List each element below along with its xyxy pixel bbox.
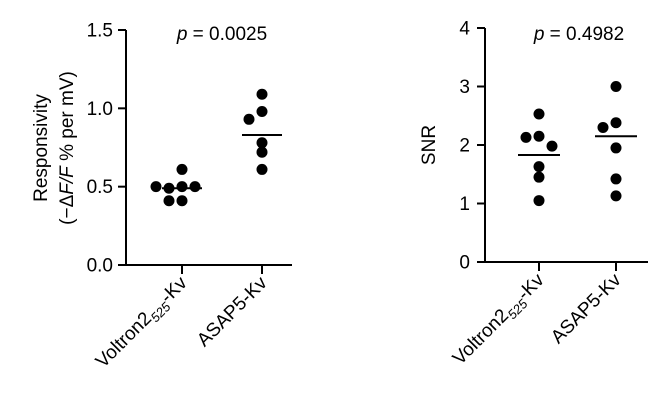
data-point xyxy=(150,181,162,193)
category-label: Voltron2525-Kv xyxy=(449,269,551,371)
data-point xyxy=(546,140,558,152)
y-axis-label-line1: Responsivity xyxy=(31,94,52,202)
data-point xyxy=(610,173,622,185)
category-label: ASAP5-Kv xyxy=(547,269,626,348)
data-point xyxy=(533,130,545,142)
panel-snr: 0 1 2 3 4 SNR p = 0.4982 Voltron2525-Kv ASAP… xyxy=(419,19,648,371)
data-point xyxy=(163,195,175,207)
y-tick-label: 4 xyxy=(459,19,470,40)
data-point xyxy=(610,190,622,202)
svg-text:Voltron2525-Kv: Voltron2525-Kv xyxy=(449,269,551,371)
data-point xyxy=(533,171,545,183)
data-point xyxy=(533,108,545,120)
data-point xyxy=(256,88,268,100)
category-label: Voltron2525-Kv xyxy=(92,272,194,374)
y-label-part: (−Δ xyxy=(57,194,78,224)
data-point xyxy=(243,113,255,125)
data-point xyxy=(256,105,268,117)
y-tick-label: 0.5 xyxy=(87,177,113,198)
data-point xyxy=(597,121,609,133)
y-label-part: % per mV) xyxy=(57,71,78,166)
y-tick-label: 2 xyxy=(459,136,470,157)
data-point xyxy=(610,117,622,129)
data-point xyxy=(176,181,188,193)
data-point xyxy=(176,163,188,175)
y-axis-label: SNR xyxy=(419,125,440,165)
data-point xyxy=(189,181,201,193)
p-value-annotation: p = 0.0025 xyxy=(176,24,267,45)
y-tick-label: 0 xyxy=(459,253,470,274)
data-point xyxy=(610,81,622,92)
data-point xyxy=(256,146,268,158)
y-tick-label: 1 xyxy=(459,194,470,215)
y-tick-label: 1.5 xyxy=(87,21,113,42)
y-tick-label: 0.0 xyxy=(87,256,113,277)
y-tick-label: 3 xyxy=(459,77,470,98)
y-label-part: F/F xyxy=(57,165,78,195)
svg-text:ASAP5-Kv: ASAP5-Kv xyxy=(193,272,272,351)
p-value-annotation: p = 0.4982 xyxy=(533,24,624,45)
data-point xyxy=(256,137,268,149)
data-point xyxy=(520,131,532,143)
data-point xyxy=(176,195,188,207)
data-point xyxy=(533,195,545,207)
y-tick-label: 1.0 xyxy=(87,99,113,120)
category-label: ASAP5-Kv xyxy=(193,272,272,351)
data-point xyxy=(256,163,268,175)
data-point xyxy=(610,142,622,154)
y-axis-label-line2: (−ΔF/F % per mV) xyxy=(57,71,78,225)
data-point xyxy=(533,161,545,173)
svg-text:Voltron2525-Kv: Voltron2525-Kv xyxy=(92,272,194,374)
panel-responsivity: 0.0 0.5 1.0 1.5 Responsivity (−ΔF/F % per m… xyxy=(31,21,292,374)
svg-text:ASAP5-Kv: ASAP5-Kv xyxy=(547,269,626,348)
